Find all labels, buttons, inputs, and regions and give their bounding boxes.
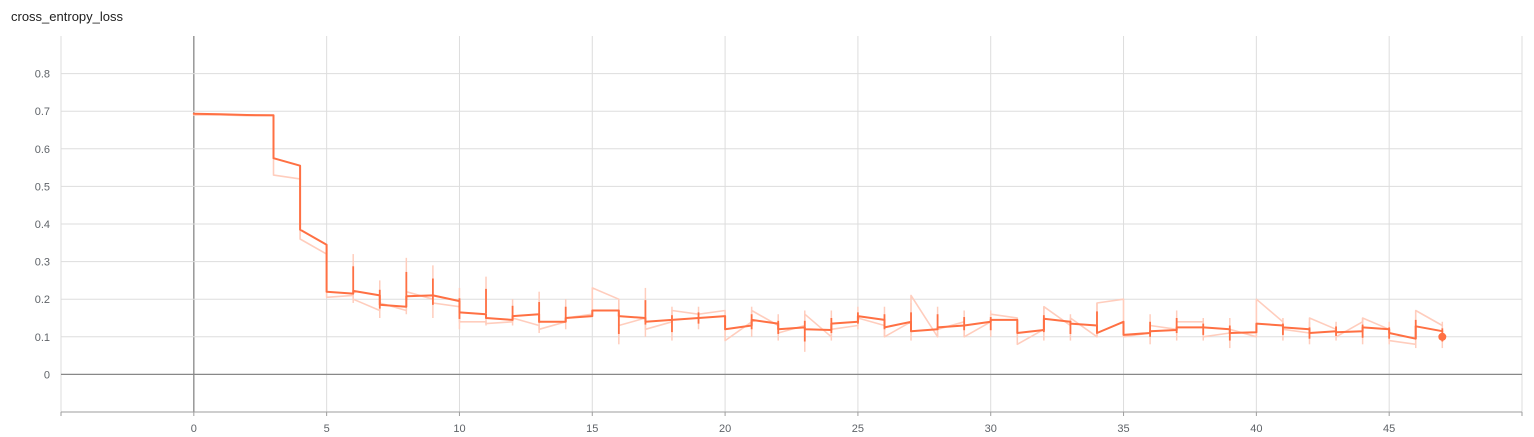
last-point-marker [1438, 332, 1447, 341]
raw-series [193, 114, 1444, 352]
x-tick-label: 40 [1250, 423, 1262, 435]
x-tick-labels: 0 5 10 15 20 25 30 35 40 45 [191, 423, 1396, 435]
x-tick-label: 45 [1383, 423, 1395, 435]
smoothed-series [192, 112, 1447, 342]
y-tick-label: 0.2 [35, 294, 50, 306]
y-tick-label: 0 [44, 369, 50, 381]
raw-line [193, 114, 1444, 346]
chart-title: cross_entropy_loss [11, 9, 123, 24]
smoothed-line [192, 112, 1444, 340]
x-tick-label: 15 [586, 423, 598, 435]
y-tick-label: 0.6 [35, 144, 50, 156]
x-tick-label: 5 [324, 423, 330, 435]
x-tick-label: 20 [719, 423, 731, 435]
y-tick-label: 0.3 [35, 257, 50, 269]
y-tick-label: 0.4 [35, 219, 50, 231]
y-tick-label: 0.8 [35, 69, 50, 81]
x-tick-label: 30 [985, 423, 997, 435]
x-tick-label: 0 [191, 423, 197, 435]
x-tick-label: 10 [453, 423, 465, 435]
y-tick-label: 0.5 [35, 181, 50, 193]
y-tick-label: 0.7 [35, 106, 50, 118]
y-tick-labels: 0 0.1 0.2 0.3 0.4 0.5 0.6 0.7 0.8 [35, 69, 50, 382]
axes [60, 411, 1523, 416]
grid-lines [60, 36, 1523, 412]
x-tick-label: 25 [852, 423, 864, 435]
y-tick-label: 0.1 [35, 332, 50, 344]
x-tick-label: 35 [1117, 423, 1129, 435]
